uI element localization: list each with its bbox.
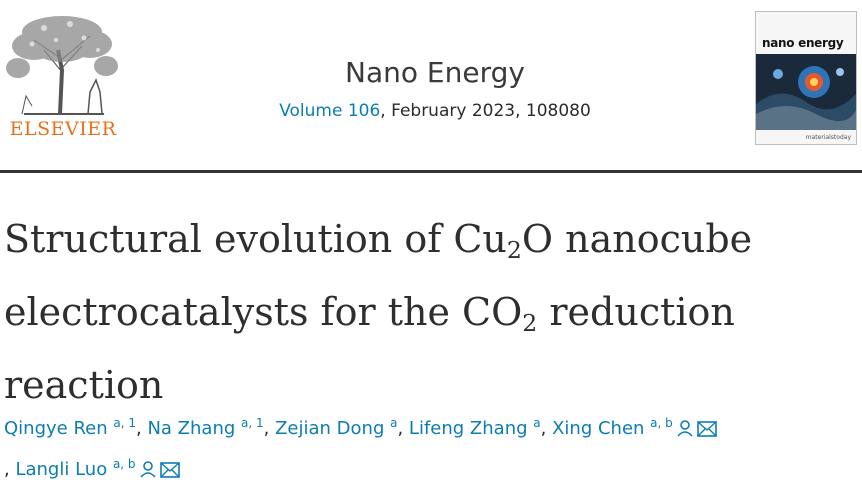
author-item: Lifeng Zhang a, xyxy=(408,416,553,439)
author-name-link[interactable]: Langli Luo xyxy=(15,459,108,480)
header-divider xyxy=(0,170,862,173)
article-title: Structural evolution of Cu2O nanocube el… xyxy=(4,217,753,407)
author-separator: , xyxy=(4,459,16,480)
cover-artwork xyxy=(756,54,856,130)
volume-link[interactable]: Volume 106 xyxy=(279,101,381,121)
journal-name-text[interactable]: Nano Energy xyxy=(345,56,525,89)
envelope-icon[interactable] xyxy=(159,457,180,489)
author-item: Qingye Ren a, 1, xyxy=(4,416,148,439)
author-name-link[interactable]: Zejian Dong xyxy=(275,418,385,439)
author-name-link[interactable]: Na Zhang xyxy=(147,418,236,439)
elsevier-logo[interactable] xyxy=(4,10,122,148)
person-icon[interactable] xyxy=(676,416,694,448)
author-item: Na Zhang a, 1, xyxy=(147,416,276,439)
author-affiliation[interactable]: a xyxy=(533,416,541,430)
person-icon[interactable] xyxy=(139,457,157,489)
author-affiliation[interactable]: a, b xyxy=(112,457,136,471)
author-item: Langli Luo a, b xyxy=(15,457,136,480)
author-name-link[interactable]: Lifeng Zhang xyxy=(408,418,528,439)
author-item: Zejian Dong a, xyxy=(275,416,409,439)
cover-footer: materialstoday xyxy=(805,134,851,141)
author-name-link[interactable]: Qingye Ren xyxy=(4,418,108,439)
author-name-link[interactable]: Xing Chen xyxy=(552,418,645,439)
elsevier-wordmark: ELSEVIER xyxy=(9,118,117,140)
author-affiliation[interactable]: a, b xyxy=(650,416,673,430)
envelope-icon[interactable] xyxy=(696,416,717,448)
journal-name[interactable]: Nano Energy xyxy=(240,56,630,89)
author-list: Qingye Ren a, 1, Na Zhang a, 1, Zejian D… xyxy=(4,407,854,489)
citation-line: Volume 106, February 2023, 108080 xyxy=(240,101,630,121)
issue-info: , February 2023, 108080 xyxy=(380,101,591,121)
journal-cover[interactable]: nano energy materialstoday xyxy=(755,11,857,145)
tree-and-scholar-logo-icon xyxy=(6,16,118,115)
author-item: Xing Chen a, b xyxy=(552,416,673,439)
author-affiliation[interactable]: a xyxy=(390,416,398,430)
author-affiliation[interactable]: a, 1 xyxy=(241,416,264,430)
author-affiliation[interactable]: a, 1 xyxy=(113,416,136,430)
cover-title: nano energy xyxy=(762,36,844,50)
